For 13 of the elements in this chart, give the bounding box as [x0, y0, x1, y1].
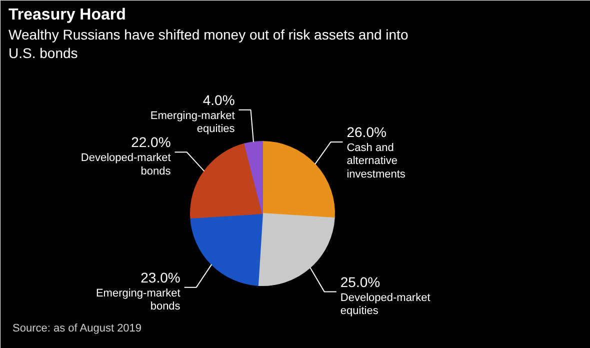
source-note: Source: as of August 2019 — [12, 322, 142, 334]
data-label: 25.0% — [340, 274, 380, 290]
data-label: 22.0% — [131, 134, 171, 150]
slice-label: Cash and alternative investments — [346, 142, 406, 180]
slice-label: Developed-market bonds — [80, 152, 172, 178]
chart-title: Treasury Hoard — [8, 6, 126, 24]
data-label: 23.0% — [140, 269, 180, 286]
slice-label: Developed-market equities — [340, 292, 430, 318]
data-label: 4.0% — [202, 92, 235, 108]
data-label: 26.0% — [346, 124, 386, 140]
slice-label: Emerging-market bonds — [96, 287, 181, 313]
slice-label: Emerging-market equities — [150, 110, 236, 136]
chart-subtitle: Wealthy Russians have shifted money out of risk assets and into U.S. bonds — [8, 26, 408, 61]
